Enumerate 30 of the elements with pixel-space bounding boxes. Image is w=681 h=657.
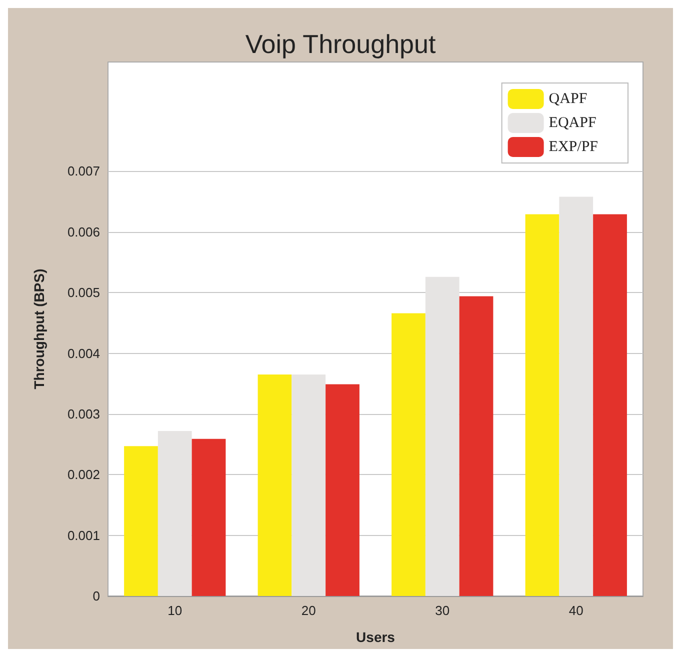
legend-label: QAPF	[548, 91, 588, 107]
legend-label: EQAPF	[548, 115, 596, 131]
y-tick-label: 0.005	[67, 285, 100, 300]
x-tick-label: 10	[168, 603, 182, 618]
bar	[326, 384, 360, 596]
y-tick-label: 0.007	[67, 164, 100, 179]
y-tick-label: 0.004	[67, 346, 100, 361]
y-tick-label: 0	[92, 588, 100, 604]
y-tick-label: 0.006	[67, 224, 100, 240]
bar	[525, 214, 560, 596]
x-tick-label: 30	[435, 603, 450, 618]
bar	[292, 374, 326, 596]
bar	[559, 196, 594, 596]
bar	[459, 296, 494, 596]
legend-label: EXP/PF	[548, 139, 598, 155]
bar	[192, 438, 226, 596]
x-tick-label: 20	[301, 603, 316, 618]
bar	[258, 374, 292, 596]
bar	[158, 430, 192, 596]
chart-title: Voip Throughput	[245, 29, 436, 59]
y-tick-label: 0.003	[67, 406, 100, 422]
x-axis-title: Users	[356, 629, 396, 645]
y-tick-label: 0.002	[67, 467, 100, 482]
y-tick-label: 0.001	[67, 528, 100, 543]
bar	[593, 214, 627, 596]
y-axis-title: Throughput (BPS)	[31, 268, 47, 390]
bar	[425, 276, 460, 596]
x-tick-label: 40	[568, 603, 584, 618]
bar	[392, 313, 426, 596]
bar	[124, 446, 158, 596]
